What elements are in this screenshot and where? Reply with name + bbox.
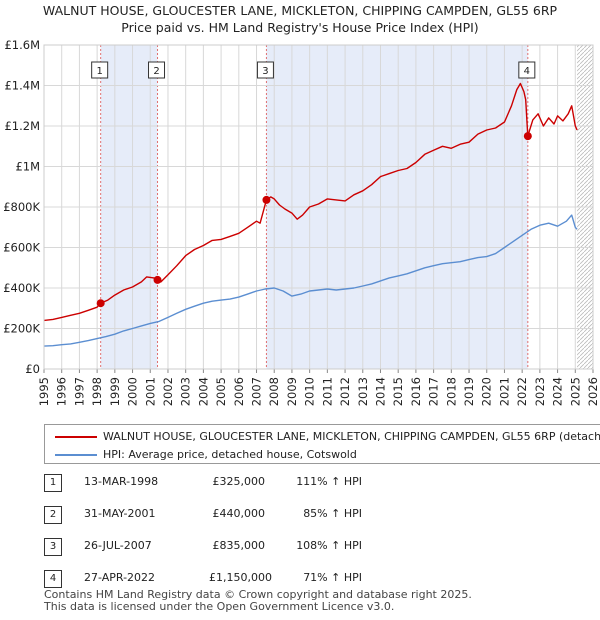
sale-number-badge: 2 <box>44 506 62 524</box>
x-tick-label: 2010 <box>303 377 317 406</box>
x-tick-label: 2015 <box>391 377 405 406</box>
x-tick-label: 2021 <box>497 377 511 406</box>
legend-line-hpi <box>55 454 97 456</box>
sale-point <box>523 132 532 141</box>
sale-label-number: 1 <box>96 66 102 77</box>
x-tick-label: 2016 <box>409 377 423 406</box>
x-tick-label: 2002 <box>161 377 175 406</box>
property-price-line <box>44 82 578 322</box>
y-tick-label: £600K <box>3 241 40 255</box>
x-tick-label: 2013 <box>356 377 370 406</box>
x-tick-label: 2023 <box>533 377 547 406</box>
x-tick-label: 1995 <box>37 377 51 406</box>
x-tick-label: 1998 <box>90 377 104 406</box>
sale-label-box <box>256 61 274 79</box>
y-tick-label: £1.2M <box>4 119 40 133</box>
x-tick-label: 2026 <box>586 377 600 406</box>
x-tick-label: 2007 <box>250 377 264 406</box>
sale-label-number: 2 <box>153 66 159 77</box>
x-tick-label: 2020 <box>480 377 494 406</box>
y-tick-label: £1.4M <box>4 79 40 93</box>
x-tick-label: 2024 <box>551 377 565 406</box>
sale-label-box <box>148 61 166 79</box>
y-tick-label: £1.6M <box>4 38 40 52</box>
table-row: 2 31-MAY-2001 £440,000 85% ↑ HPI <box>44 502 404 534</box>
sale-number-badge: 1 <box>44 474 62 492</box>
x-tick-label: 2008 <box>267 377 281 406</box>
x-tick-label: 1997 <box>72 377 86 406</box>
chart-title-line: WALNUT HOUSE, GLOUCESTER LANE, MICKLETON… <box>42 3 558 18</box>
x-tick-label: 2006 <box>232 377 246 406</box>
y-tick-label: £1M <box>15 160 40 174</box>
sale-label-number: 4 <box>524 66 530 77</box>
x-tick-label: 1999 <box>108 377 122 406</box>
sale-date: 27-APR-2022 <box>84 571 156 584</box>
sale-price: £1,150,000 <box>209 571 272 584</box>
table-row: 1 13-MAR-1998 £325,000 111% ↑ HPI <box>44 470 404 502</box>
sale-point <box>262 195 271 204</box>
sale-date: 26-JUL-2007 <box>84 539 152 552</box>
plot-frame <box>43 44 594 370</box>
x-tick-label: 2014 <box>373 377 387 406</box>
sale-number-badge: 3 <box>44 538 62 556</box>
x-tick-label: 2009 <box>285 377 299 406</box>
sale-label-box <box>518 61 536 79</box>
x-tick-label: 2022 <box>515 377 529 406</box>
y-tick-label: £0 <box>25 362 40 376</box>
sale-price: £325,000 <box>212 475 266 488</box>
y-tick-label: £200K <box>3 322 40 336</box>
chart-subtitle: Price paid vs. HM Land Registry's House … <box>121 20 479 35</box>
x-tick-label: 2025 <box>568 377 582 406</box>
footer-line-licence: This data is licensed under the Open Gov… <box>44 600 395 613</box>
sale-price: £835,000 <box>212 539 266 552</box>
legend-label-property: WALNUT HOUSE, GLOUCESTER LANE, MICKLETON… <box>103 430 600 443</box>
x-tick-label: 2005 <box>214 377 228 406</box>
sale-hpi-change: 85% ↑ HPI <box>303 507 362 520</box>
hpi-line <box>44 214 578 347</box>
sale-number-badge: 4 <box>44 570 62 588</box>
legend-label-hpi: HPI: Average price, detached house, Cots… <box>103 448 357 461</box>
sale-point <box>153 275 162 284</box>
price-chart: 1 2 3 4 £0 £200K £400K £600K £800K £1M £1.2M £1.4M… <box>3 38 600 406</box>
table-row: 4 27-APR-2022 £1,150,000 71% ↑ HPI <box>44 566 404 598</box>
footer-line-copyright: Contains HM Land Registry data © Crown c… <box>44 588 472 601</box>
sale-date: 13-MAR-1998 <box>84 475 159 488</box>
sale-point <box>96 299 105 308</box>
x-tick-label: 2018 <box>444 377 458 406</box>
sales-table: 1 13-MAR-1998 £325,000 111% ↑ HPI 2 31-M… <box>44 470 404 598</box>
attribution-footer: Contains HM Land Registry data © Crown c… <box>44 589 472 613</box>
x-tick-label: 2012 <box>338 377 352 406</box>
x-tick-label: 2001 <box>143 377 157 406</box>
x-tick-label: 1996 <box>55 377 69 406</box>
x-tick-label: 2003 <box>179 377 193 406</box>
x-tick-label: 2000 <box>126 377 140 406</box>
y-tick-label: £400K <box>3 281 40 295</box>
sale-hpi-change: 108% ↑ HPI <box>296 539 362 552</box>
x-tick-label: 2019 <box>462 377 476 406</box>
sale-label-box <box>91 61 109 79</box>
y-tick-label: £800K <box>3 200 40 214</box>
sale-price: £440,000 <box>212 507 266 520</box>
sale-hpi-change: 111% ↑ HPI <box>296 475 362 488</box>
x-tick-label: 2011 <box>320 377 334 406</box>
table-row: 3 26-JUL-2007 £835,000 108% ↑ HPI <box>44 534 404 566</box>
sale-date: 31-MAY-2001 <box>84 507 156 520</box>
sale-hpi-change: 71% ↑ HPI <box>303 571 362 584</box>
chart-title: WALNUT HOUSE, GLOUCESTER LANE, MICKLETON… <box>0 2 600 36</box>
legend: WALNUT HOUSE, GLOUCESTER LANE, MICKLETON… <box>44 424 600 464</box>
x-tick-label: 2004 <box>196 377 210 406</box>
sale-label-number: 3 <box>262 66 268 77</box>
x-tick-label: 2017 <box>427 377 441 406</box>
legend-line-property <box>55 436 97 438</box>
